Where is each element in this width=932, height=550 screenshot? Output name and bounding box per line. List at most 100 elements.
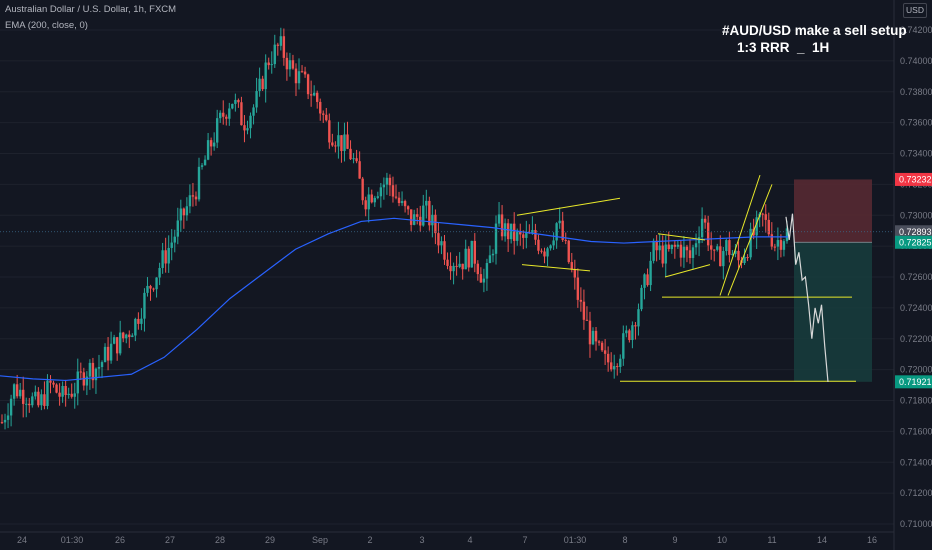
candle-body — [534, 230, 537, 240]
candle-body — [722, 251, 725, 267]
candle-body — [100, 362, 104, 368]
take-profit-price-label: 0.71921 — [895, 375, 932, 389]
candle-body — [309, 94, 313, 96]
candle-body — [140, 318, 143, 324]
candle-body — [591, 330, 595, 345]
projected-path — [785, 213, 829, 383]
candle-body — [573, 269, 577, 278]
candle-body — [43, 394, 46, 406]
candle-body — [540, 250, 543, 252]
candle-body — [694, 243, 698, 248]
candle-body — [622, 333, 625, 359]
x-tick-label: 27 — [165, 535, 175, 545]
y-tick-label: 0.71000 — [900, 519, 932, 529]
candle-body — [361, 178, 364, 201]
candle-body — [567, 240, 570, 263]
candle-body — [373, 197, 376, 203]
candle-body — [267, 62, 270, 66]
last-price-label: 0.72893 — [895, 225, 932, 239]
candle-body — [334, 145, 337, 147]
y-tick-label: 0.71400 — [900, 457, 932, 467]
candle-body — [55, 384, 58, 393]
candle-body — [182, 208, 186, 216]
candle-body — [443, 241, 446, 260]
channel-upper-line — [516, 197, 621, 216]
y-tick-label: 0.71200 — [900, 488, 932, 498]
currency-badge[interactable]: USD — [903, 3, 927, 18]
candle-body — [325, 114, 328, 121]
candle-body — [700, 218, 704, 238]
candle-body — [606, 353, 610, 363]
candle-body — [470, 240, 473, 268]
x-tick-label: 01:30 — [61, 535, 84, 545]
candle-body — [603, 350, 607, 354]
candle-body — [497, 214, 501, 224]
take-profit-zone — [794, 242, 872, 382]
candle-body — [18, 389, 22, 397]
candle-body — [664, 244, 667, 264]
x-tick-label: 29 — [265, 535, 275, 545]
candle-body — [67, 393, 70, 396]
channel-lower-line — [521, 264, 591, 272]
indicator-legend[interactable]: EMA (200, close, 0) — [5, 20, 88, 31]
candle-body — [134, 318, 137, 336]
candle-body — [658, 245, 661, 251]
candle-body — [252, 107, 255, 116]
x-tick-label: 7 — [522, 535, 527, 545]
candle-body — [179, 208, 183, 221]
y-axis: 0.74200 0.74000 0.73800 0.73600 0.73400 0.732… — [0, 25, 932, 529]
candle-body — [631, 325, 634, 341]
candle-body — [558, 220, 561, 224]
candle-body — [228, 108, 231, 119]
candle-body — [97, 367, 101, 369]
candle-body — [61, 385, 64, 397]
candle-body — [770, 234, 774, 247]
candle-body — [240, 102, 243, 126]
candle-body — [764, 214, 767, 220]
candle-body — [703, 218, 707, 223]
candle-body — [597, 341, 601, 343]
candle-body — [119, 332, 122, 354]
drawings — [516, 174, 856, 382]
candle-body — [737, 250, 740, 261]
candle-body — [431, 214, 434, 226]
candle-body — [109, 343, 113, 361]
y-tick-label: 0.72400 — [900, 303, 932, 313]
candle-body — [428, 200, 431, 226]
candle-body — [255, 91, 258, 108]
candle-body — [367, 194, 370, 210]
candle-body — [434, 214, 437, 234]
candle-body — [64, 385, 67, 396]
candle-body — [158, 267, 161, 278]
candle-body — [479, 274, 483, 283]
x-tick-label: 01:30 — [564, 535, 587, 545]
y-tick-label: 0.72200 — [900, 334, 932, 344]
candle-body — [525, 232, 528, 238]
candle-body — [655, 240, 658, 251]
candle-body — [585, 319, 589, 321]
candle-body — [9, 398, 13, 416]
candle-body — [382, 184, 386, 188]
candle-body — [416, 214, 419, 217]
candle-body — [616, 366, 619, 368]
candle-body — [12, 384, 16, 399]
candle-body — [522, 234, 525, 238]
candle-body — [258, 78, 261, 92]
candle-body — [197, 166, 201, 200]
svg-text:0.72893: 0.72893 — [899, 227, 932, 237]
candle-body — [209, 140, 213, 147]
candle-body — [776, 240, 780, 247]
candle-body — [761, 213, 764, 215]
candle-body — [691, 247, 695, 258]
candle-body — [128, 334, 131, 338]
candle-body — [94, 368, 98, 381]
candle-body — [500, 214, 504, 237]
candle-body — [46, 380, 49, 406]
candle-body — [397, 197, 401, 204]
candle-body — [273, 44, 276, 65]
candle-body — [170, 242, 173, 248]
candle-body — [131, 335, 134, 338]
y-tick-label: 0.73600 — [900, 118, 932, 128]
candle-body — [710, 245, 713, 250]
